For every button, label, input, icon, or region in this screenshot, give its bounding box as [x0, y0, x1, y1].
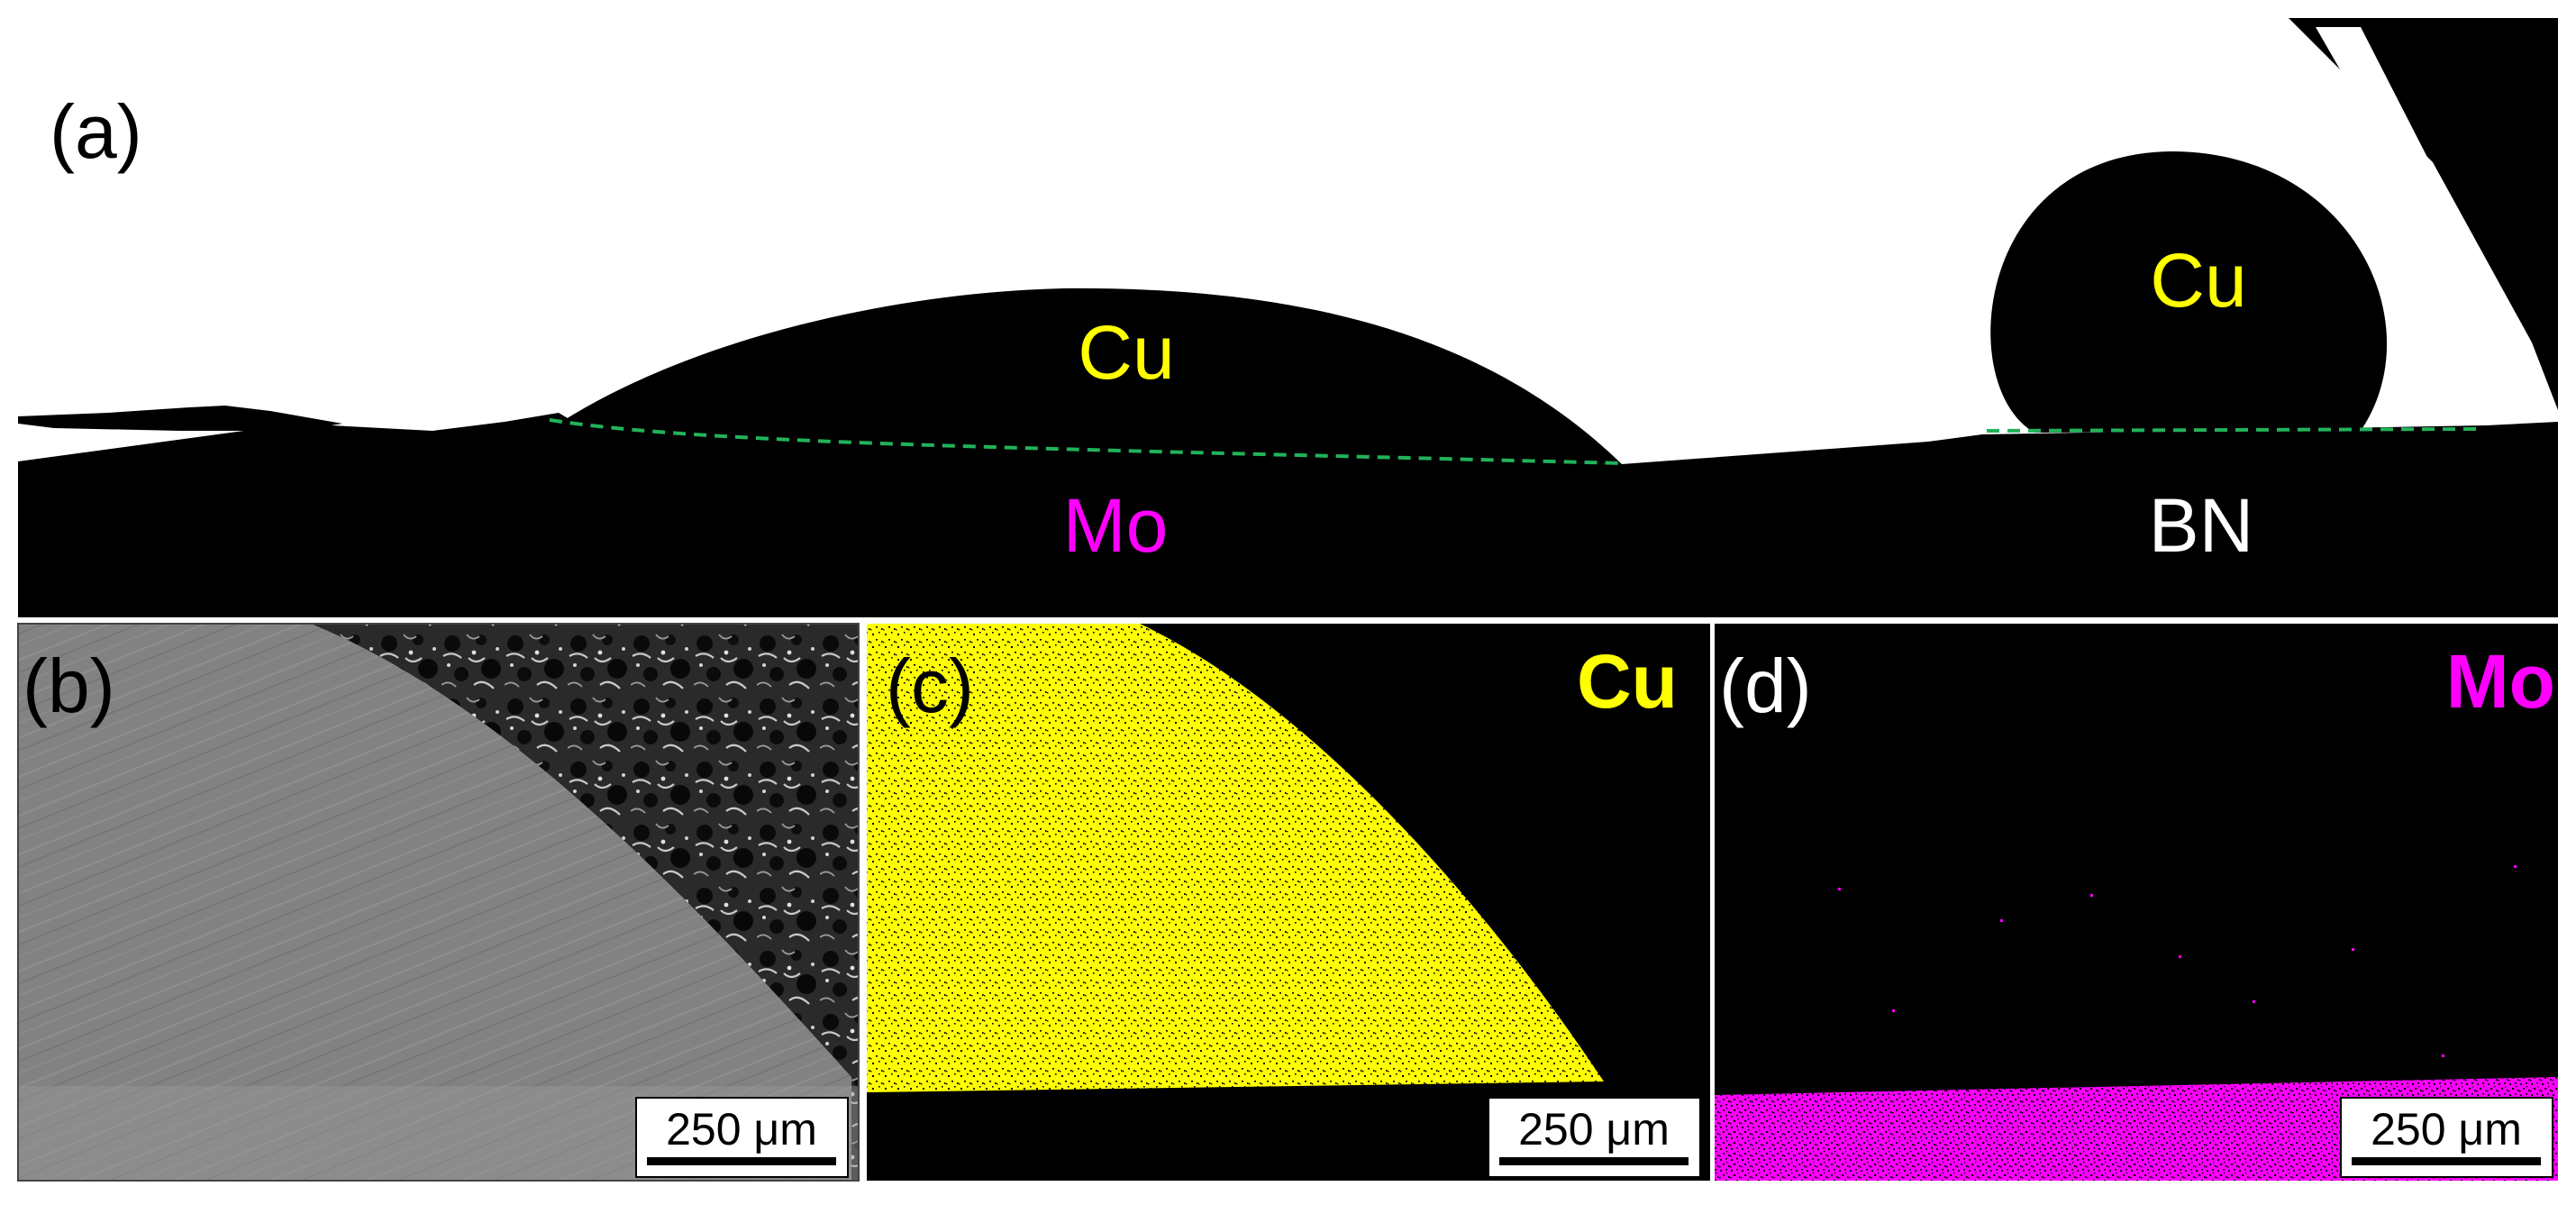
- scale-bar-c-line: [1499, 1157, 1689, 1165]
- scale-bar-c-text: 250 μm: [1518, 1104, 1670, 1155]
- sem-dense-region: [18, 624, 851, 1181]
- scale-bar-c: 250 μm: [1488, 1097, 1701, 1178]
- scale-bar-d-text: 250 μm: [2371, 1104, 2522, 1155]
- scale-bar-b-line: [647, 1157, 836, 1165]
- scale-bar-b: 250 μm: [635, 1097, 849, 1178]
- cu-drop-on-bn: [1990, 151, 2388, 433]
- panel-b-frame: [17, 623, 860, 1182]
- panel-c-element: Cu: [1577, 639, 1678, 724]
- top-right-wedge: [2289, 18, 2558, 410]
- top-right-white-streak: [2316, 27, 2550, 404]
- panel-b: (b) 250 μm: [17, 623, 860, 1182]
- panel-a: (a) Cu Mo Cu BN: [18, 18, 2558, 617]
- cu-map-speckle: [867, 624, 1604, 1092]
- panel-c: (c) Cu 250 μm: [867, 624, 1710, 1181]
- bn-label: BN: [2149, 483, 2254, 568]
- mo-label: Mo: [1063, 483, 1169, 568]
- panel-a-label: (a): [50, 89, 142, 174]
- mo-sparse-dots: [1838, 865, 2517, 1057]
- panel-d-element: Mo: [2446, 639, 2555, 724]
- cu-drop-on-mo: [559, 287, 1622, 464]
- panel-c-label: (c): [886, 643, 974, 728]
- cu-label-left: Cu: [1078, 310, 1174, 395]
- left-film-edge: [18, 406, 342, 431]
- scale-bar-d: 250 μm: [2340, 1097, 2553, 1178]
- panel-d: (d) Mo 250 μm: [1715, 624, 2558, 1181]
- scale-bar-d-line: [2352, 1157, 2541, 1165]
- substrate-silhouette: [18, 413, 2558, 617]
- scale-bar-b-text: 250 μm: [666, 1104, 817, 1155]
- cu-label-right: Cu: [2150, 238, 2246, 323]
- interface-line-mo: [549, 418, 1623, 465]
- panel-d-label: (d): [1719, 643, 1812, 728]
- panel-b-label: (b): [23, 643, 115, 728]
